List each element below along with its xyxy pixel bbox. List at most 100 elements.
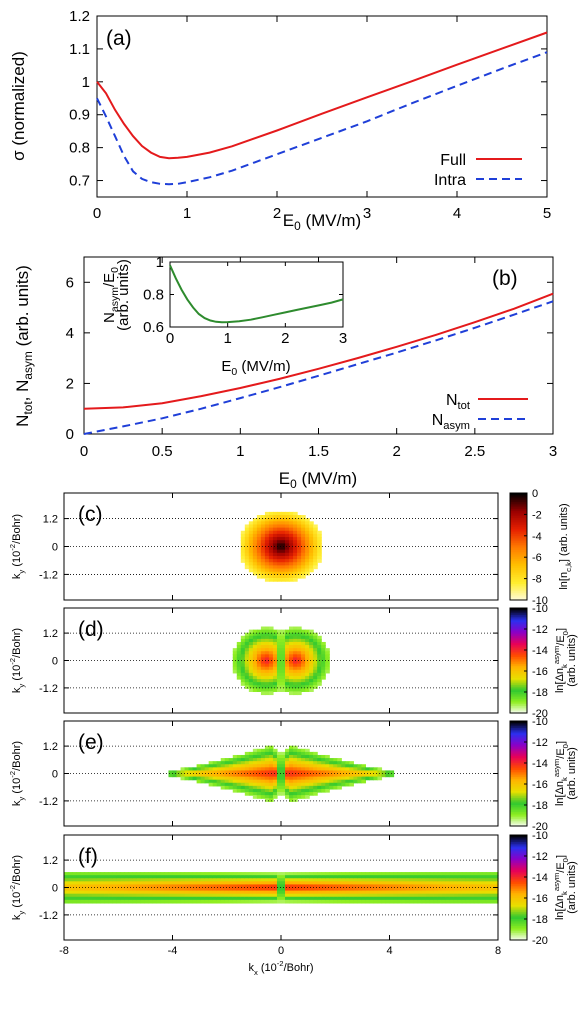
- colorbar-step: [510, 764, 527, 768]
- heatmap-cell: [361, 896, 366, 901]
- heatmap-cell: [449, 872, 455, 876]
- heatmap-cell: [325, 773, 330, 778]
- heatmap-cell: [333, 872, 338, 876]
- heatmap-cell: [84, 896, 89, 901]
- heatmap-cell: [260, 568, 266, 573]
- heatmap-cell: [285, 779, 290, 784]
- heatmap-cell: [204, 776, 210, 781]
- heatmap-cell: [409, 878, 415, 882]
- colorbar-step: [510, 801, 527, 804]
- heatmap-cell: [212, 890, 218, 895]
- heatmap-cell: [305, 635, 310, 640]
- inset-ylabel-part: N: [101, 312, 118, 323]
- colorbar-step: [510, 509, 527, 512]
- heatmap-cell: [297, 748, 302, 753]
- heatmap-cell: [281, 641, 286, 646]
- heatmap-cell: [341, 779, 346, 784]
- heatmap-cell: [168, 875, 174, 879]
- heatmap-cell: [461, 890, 467, 895]
- heatmap-cell: [268, 543, 274, 548]
- heatmap-cell: [244, 788, 250, 793]
- colorbar-step: [510, 514, 527, 517]
- panel-a-xtick-label: 5: [543, 205, 551, 222]
- heatmap-cell: [240, 669, 246, 674]
- colorbar-step: [510, 806, 527, 810]
- heatmap-cell: [236, 785, 242, 790]
- heatmap-cell: [244, 896, 250, 901]
- heatmap-cell: [224, 899, 230, 904]
- heatmap-cell: [148, 896, 154, 901]
- heatmap-cell: [405, 899, 411, 904]
- heatmap-cell: [305, 682, 310, 686]
- panel-b-xlabel-part: E: [279, 469, 290, 488]
- heatmap-cell: [256, 629, 262, 634]
- heatmap-cell: [256, 555, 262, 560]
- heatmap-cell: [293, 893, 298, 898]
- heatmap-cell: [329, 887, 334, 892]
- heatmap-cell: [317, 559, 322, 563]
- heatmap-cell: [264, 779, 270, 784]
- colorbar-step: [510, 913, 527, 917]
- heatmap-cell: [481, 896, 487, 901]
- heatmap-cell: [244, 682, 250, 686]
- heatmap-cell: [285, 748, 290, 753]
- heatmap-cell: [285, 549, 290, 554]
- heatmap-cell: [268, 524, 274, 529]
- heatmap-cell: [477, 887, 483, 892]
- heatmap-cell: [293, 527, 298, 532]
- heatmap-cell: [276, 654, 282, 659]
- heatmap-cell: [232, 899, 238, 904]
- heatmap-cell: [180, 878, 186, 882]
- colorbar-step: [510, 905, 527, 908]
- heatmap-cell: [389, 884, 395, 889]
- heatmap-cell: [268, 893, 274, 898]
- heatmap-cell: [285, 666, 290, 671]
- heatmap-cell: [281, 511, 286, 516]
- heatmap-cell: [208, 773, 214, 778]
- heatmap-cell: [260, 574, 266, 579]
- heatmap-cell: [301, 549, 306, 554]
- heatmap-xtick-label: -8: [59, 945, 69, 957]
- heatmap-cell: [473, 899, 479, 904]
- heatmap-cell: [84, 893, 89, 898]
- heatmap-cell: [421, 878, 427, 882]
- heatmap-cell: [264, 660, 270, 665]
- heatmap-cell: [305, 748, 310, 753]
- heatmap-cell: [212, 899, 218, 904]
- heatmap-cell: [268, 660, 274, 665]
- heatmap-cell: [172, 875, 178, 879]
- heatmap-cell: [281, 776, 286, 781]
- heatmap-cell: [216, 881, 222, 886]
- heatmap-cell: [168, 770, 174, 775]
- heatmap-cell: [353, 764, 358, 768]
- colorbar-step: [510, 885, 527, 889]
- heatmap-ytick-label: 1.2: [43, 628, 58, 640]
- heatmap-cell: [236, 881, 242, 886]
- heatmap-cell: [313, 648, 318, 652]
- heatmap-cell: [485, 899, 491, 904]
- heatmap-cell: [281, 546, 286, 551]
- colorbar-step: [510, 889, 527, 892]
- heatmap-cell: [252, 648, 258, 652]
- panel-b-xlabel-part: (MV/m): [297, 469, 357, 488]
- heatmap-cell: [445, 884, 451, 889]
- heatmap-cell: [224, 875, 230, 879]
- heatmap-cell: [120, 875, 125, 879]
- heatmap-cell: [272, 654, 278, 659]
- heatmap-cell: [361, 872, 366, 876]
- heatmap-cell: [72, 878, 77, 882]
- heatmap-cell: [88, 884, 93, 889]
- heatmap-ylabel: ky (10-2/Bohr): [8, 514, 26, 579]
- heatmap-cell: [276, 577, 282, 582]
- heatmap-cell: [228, 773, 234, 778]
- heatmap-cell: [128, 878, 133, 882]
- heatmap-cell: [260, 754, 266, 759]
- heatmap-cell: [281, 773, 286, 778]
- heatmap-cell: [224, 779, 230, 784]
- heatmap-cell: [256, 559, 262, 563]
- heatmap-cell: [305, 758, 310, 762]
- heatmap-cell: [272, 672, 278, 677]
- heatmap-cell: [148, 893, 154, 898]
- heatmap-cell: [297, 773, 302, 778]
